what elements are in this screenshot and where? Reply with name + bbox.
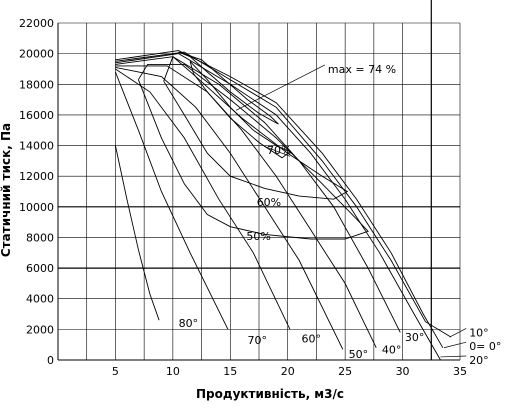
x-tick-label: 10: [166, 365, 180, 378]
x-tick-label: 20: [281, 365, 295, 378]
annotation-label: 30°: [405, 331, 425, 344]
x-tick-label: 15: [223, 365, 237, 378]
series-line: [114, 71, 229, 330]
annotation-leader: [443, 341, 467, 349]
y-tick-label: 2000: [26, 323, 54, 336]
series-line: [115, 66, 344, 350]
annotation-label: 10°: [469, 326, 489, 339]
annotation-leader: [263, 145, 291, 157]
y-tick-label: 4000: [26, 293, 54, 306]
annotation-label: max = 74 %: [328, 63, 396, 76]
y-tick-label: 8000: [26, 231, 54, 244]
series-line: [115, 53, 441, 361]
y-tick-label: 18000: [19, 78, 54, 91]
annotation-label: 20°: [469, 354, 489, 367]
y-tick-label: 16000: [19, 109, 54, 122]
y-tick-label: 10000: [19, 201, 54, 214]
curves: [114, 50, 452, 361]
annotation-label: 0= 0°: [469, 340, 501, 353]
series-line: [115, 65, 377, 348]
annotation-label: 60°: [301, 333, 321, 346]
grid: [57, 0, 461, 361]
x-tick-label: 25: [338, 365, 352, 378]
x-tick-label: 35: [453, 365, 467, 378]
annotation-label: 80°: [179, 317, 199, 330]
y-tick-label: 14000: [19, 140, 54, 153]
series-line: [115, 68, 291, 330]
annotation-leader: [235, 64, 326, 111]
y-tick-label: 0: [47, 354, 54, 367]
efficiency-curve: [137, 63, 369, 240]
x-axis-label: Продуктивність, м3/с: [196, 387, 344, 401]
y-tick-label: 6000: [26, 262, 54, 275]
annotation-label: 70°: [248, 334, 268, 347]
annotation-label: 50%: [246, 230, 270, 243]
y-tick-label: 22000: [19, 17, 54, 30]
axes: 5 10 15 20 25 30 35 0 2000 4000 6000 8000 10000 12000…: [19, 17, 467, 378]
annotation-label: 60%: [257, 196, 281, 209]
series-line: [114, 145, 160, 321]
annotation-label: 70%: [267, 144, 291, 157]
y-axis-label: Статичний тиск, Па: [0, 123, 13, 257]
annotation-leader: [440, 355, 467, 358]
efficiency-curve: [163, 55, 349, 200]
x-tick-label: 5: [112, 365, 119, 378]
y-tick-label: 12000: [19, 170, 54, 183]
annotation-label: 40°: [382, 343, 402, 356]
annotation-label: 50°: [349, 348, 369, 361]
y-tick-label: 20000: [19, 48, 54, 61]
annotations: max = 74 % 70% 60% 50% 80° 70° 60° 50° 40°30° 10°…: [179, 63, 502, 367]
x-tick-label: 30: [396, 365, 410, 378]
efficiency-curve: [178, 51, 279, 125]
series-line: [115, 50, 444, 348]
series-line: [115, 56, 401, 333]
annotation-leader: [449, 328, 467, 338]
series-line: [115, 51, 452, 338]
